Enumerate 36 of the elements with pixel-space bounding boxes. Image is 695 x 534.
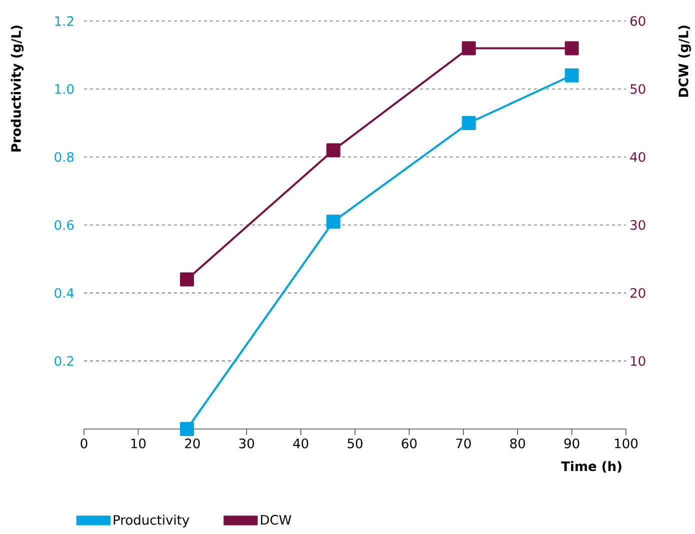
legend-label: DCW <box>260 514 292 525</box>
point <box>180 272 194 286</box>
y-tick-label: 1.0 <box>55 84 74 94</box>
x-tick-label: 80 <box>510 438 526 448</box>
y2-tick-label: 30 <box>630 220 646 230</box>
point <box>564 68 579 82</box>
y-tick-label: 0.6 <box>54 220 74 230</box>
point <box>462 41 476 56</box>
x-tick-label: 40 <box>293 438 308 448</box>
point <box>326 143 340 158</box>
point <box>462 116 476 130</box>
x-tick-label: 20 <box>185 438 200 448</box>
y2-tick-label: 10 <box>630 356 646 366</box>
y2-tick-label: 60 <box>630 16 646 26</box>
y-tick-label: 1.2 <box>55 16 74 26</box>
point <box>326 214 340 229</box>
x-tick-label: 90 <box>564 438 580 448</box>
legend-label: Productivity <box>114 514 190 528</box>
x-tick-label: 60 <box>402 438 417 448</box>
x-tick-label: 0 <box>80 438 88 448</box>
y2-tick-label: 50 <box>630 84 646 94</box>
x-tick-label: 70 <box>456 438 471 448</box>
y-axis-title: Productivity (g/L) <box>10 26 24 152</box>
point <box>180 422 194 436</box>
y2-tick-label: 40 <box>630 152 646 162</box>
y-tick-label: 0.4 <box>54 288 74 298</box>
x-tick-label: 10 <box>131 438 146 448</box>
x-tick-label: 100 <box>615 438 638 448</box>
y-tick-label: 0.8 <box>54 152 74 162</box>
x-tick-label: 30 <box>239 438 254 448</box>
x-axis-title: Time (h) <box>561 461 622 473</box>
y2-axis-title: DCW (g/L) <box>678 26 691 97</box>
y2-tick-label: 20 <box>630 288 646 298</box>
point <box>564 41 579 56</box>
y-tick-label: 0.2 <box>54 356 74 366</box>
x-tick-label: 50 <box>348 438 362 448</box>
